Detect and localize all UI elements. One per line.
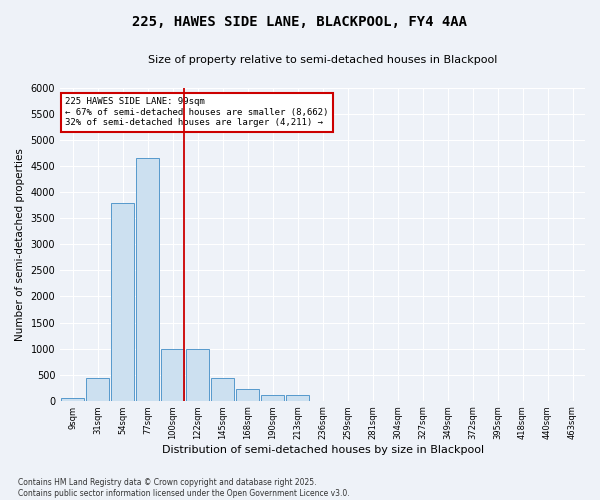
Bar — [136, 158, 159, 400]
Text: Contains HM Land Registry data © Crown copyright and database right 2025.
Contai: Contains HM Land Registry data © Crown c… — [18, 478, 350, 498]
Bar — [86, 378, 109, 400]
Bar — [61, 398, 84, 400]
Bar — [211, 378, 234, 400]
Bar — [161, 348, 184, 401]
Y-axis label: Number of semi-detached properties: Number of semi-detached properties — [15, 148, 25, 341]
Bar — [236, 389, 259, 400]
Text: 225, HAWES SIDE LANE, BLACKPOOL, FY4 4AA: 225, HAWES SIDE LANE, BLACKPOOL, FY4 4AA — [133, 15, 467, 29]
Text: 225 HAWES SIDE LANE: 99sqm
← 67% of semi-detached houses are smaller (8,662)
32%: 225 HAWES SIDE LANE: 99sqm ← 67% of semi… — [65, 98, 329, 127]
Bar — [186, 348, 209, 401]
Bar — [111, 202, 134, 400]
Bar — [261, 395, 284, 400]
X-axis label: Distribution of semi-detached houses by size in Blackpool: Distribution of semi-detached houses by … — [161, 445, 484, 455]
Title: Size of property relative to semi-detached houses in Blackpool: Size of property relative to semi-detach… — [148, 55, 497, 65]
Bar — [286, 395, 309, 400]
